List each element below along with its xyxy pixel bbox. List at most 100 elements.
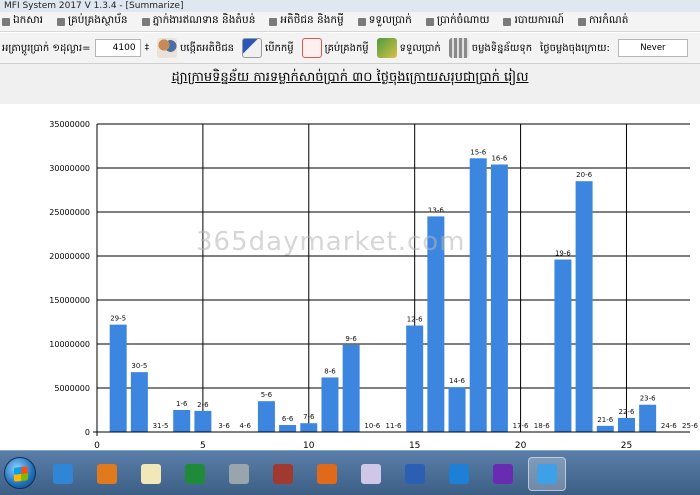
taskbar-app-button[interactable]: [264, 457, 302, 491]
menu-reports-label: របាយការណ៍: [514, 14, 564, 26]
x-tick-label: 5: [200, 441, 206, 450]
taskbar-app-button[interactable]: [44, 457, 82, 491]
menu-institution-icon: [57, 17, 65, 26]
menu-institution-label: គ្រប់គ្រងស្ថាប័ន: [68, 14, 128, 26]
last-backup-value: Never: [617, 39, 688, 57]
bar-data-label: 5-6: [261, 391, 273, 399]
bar: [257, 401, 275, 432]
bar-data-label: 22-6: [619, 408, 635, 416]
bar: [490, 164, 508, 433]
bar-data-label: 4-6: [240, 422, 252, 430]
menu-file-label: ឯកសារ: [13, 14, 43, 26]
windows-logo-icon: [14, 466, 28, 482]
taskbar-app-button[interactable]: [132, 457, 170, 491]
menu-settings[interactable]: ការកំណត់: [577, 14, 628, 29]
bar-data-label: 20-6: [576, 171, 592, 179]
bar-chart: 29-5 30-5 31-5 1-6 2-6 3-6 4-6 5-6 6-6 7-6 8-6 9-6 1…: [49, 120, 698, 450]
taskbar-app-button[interactable]: [440, 457, 478, 491]
menu-file-icon: [2, 17, 10, 26]
bar-data-label: 16-6: [491, 154, 507, 162]
pen-icon: [242, 38, 263, 58]
media-player-icon: [97, 464, 117, 484]
exchange-rate-spinner[interactable]: ‡: [144, 43, 150, 53]
bar: [406, 325, 424, 432]
taskbar-app-button[interactable]: [528, 457, 566, 491]
menu-agents-areas[interactable]: ភ្នាក់ងារឥណទាន និងតំបន់: [141, 14, 256, 29]
exchange-rate-input[interactable]: 4100: [94, 39, 141, 57]
menu-expenses[interactable]: ប្រាក់ចំណាយ: [425, 14, 490, 29]
taskbar-app-button[interactable]: [88, 457, 126, 491]
bar-data-label: 30-5: [131, 362, 147, 370]
menu-reports[interactable]: របាយការណ៍: [503, 14, 564, 29]
bar: [575, 181, 593, 432]
taskbar-app-button[interactable]: [220, 457, 258, 491]
bar: [448, 387, 466, 432]
taskbar-app-button[interactable]: [352, 457, 390, 491]
bar-data-label: 3-6: [218, 422, 230, 430]
x-tick-label: 0: [94, 441, 100, 450]
menu-receive-icon: [357, 17, 366, 26]
menu-customers-loans[interactable]: អតិថិជន និងកម្ចី: [269, 14, 344, 29]
open-loan-button[interactable]: បើកកម្ចី: [242, 38, 294, 58]
menu-bar: ឯកសារ គ្រប់គ្រងស្ថាប័ន ភ្នាក់ងារឥណទាន និ…: [0, 12, 700, 32]
paint-icon: [361, 464, 381, 484]
x-tick-label: 20: [515, 441, 527, 450]
taskbar-app-button[interactable]: [396, 457, 434, 491]
word-icon: [405, 464, 425, 484]
manage-loans-label: គ្រប់គ្រងកម្ចី: [324, 42, 369, 54]
bar: [300, 423, 318, 432]
check-icon: [301, 38, 322, 58]
bar-data-label: 2-6: [197, 401, 209, 409]
menu-customers-label: អតិថិជន និងកម្ចី: [280, 14, 344, 26]
y-tick-label: 15000000: [49, 296, 90, 305]
menu-receive-money[interactable]: ទទួលប្រាក់: [357, 14, 412, 29]
bar: [342, 344, 360, 432]
calculator-icon: [448, 38, 469, 58]
firefox-icon: [317, 464, 337, 484]
mfi-system-icon: [537, 464, 557, 484]
taskbar-app-button[interactable]: [176, 457, 214, 491]
bar-data-label: 7-6: [303, 413, 315, 421]
backup-data-button[interactable]: ចម្លងទិន្នន័យទុក: [448, 38, 532, 58]
internet-explorer-icon: [53, 464, 73, 484]
bar-data-label: 1-6: [176, 400, 188, 408]
y-tick-label: 25000000: [49, 208, 90, 217]
tools-icon: [229, 464, 249, 484]
last-backup-label: ថ្ងៃចម្លងចុងក្រោយ:: [540, 42, 610, 54]
bar: [427, 216, 445, 432]
bar-data-label: 29-5: [110, 315, 126, 323]
bar-data-label: 21-6: [597, 416, 613, 424]
menu-expenses-label: ប្រាក់ចំណាយ: [436, 14, 490, 26]
start-button[interactable]: [4, 457, 36, 489]
menu-agents-icon: [141, 17, 150, 26]
bar: [109, 324, 127, 432]
bar-data-label: 18-6: [534, 422, 550, 430]
people-icon: [157, 38, 178, 58]
menu-file[interactable]: ឯកសារ: [2, 14, 43, 29]
bar: [194, 410, 212, 432]
create-customer-label: បង្កើតអតិថិជន: [180, 42, 235, 54]
notepad-icon: [141, 464, 161, 484]
menu-reports-icon: [503, 17, 512, 26]
open-loan-label: បើកកម្ចី: [265, 42, 294, 54]
create-customer-button[interactable]: បង្កើតអតិថិជន: [157, 38, 234, 58]
menu-institution[interactable]: គ្រប់គ្រងស្ថាប័ន: [57, 14, 128, 29]
bar: [469, 158, 487, 432]
y-tick-label: 20000000: [49, 252, 90, 261]
y-tick-label: 35000000: [49, 120, 90, 129]
bar-data-label: 19-6: [555, 250, 571, 258]
receive-money-button[interactable]: ទទួលប្រាក់: [376, 38, 441, 58]
menu-customers-icon: [269, 17, 278, 26]
taskbar-app-button[interactable]: [308, 457, 346, 491]
menu-agents-label: ភ្នាក់ងារឥណទាន និងតំបន់: [152, 14, 256, 26]
taskbar-app-button[interactable]: [484, 457, 522, 491]
bar-data-label: 25-6: [682, 422, 698, 430]
window-title: MFI System 2017 V 1.3.4 - [Summarize]: [4, 1, 184, 11]
manage-loans-button[interactable]: គ្រប់គ្រងកម្ចី: [301, 38, 369, 58]
bar-data-label: 11-6: [386, 422, 402, 430]
receive-money-label: ទទួលប្រាក់: [399, 42, 441, 54]
menu-settings-icon: [577, 17, 586, 26]
bar: [321, 377, 339, 432]
x-tick-label: 10: [303, 441, 315, 450]
toolbar: អត្រាប្ដូរប្រាក់ ១ដុល្លារ= 4100 ‡ បង្កើត…: [0, 33, 700, 64]
